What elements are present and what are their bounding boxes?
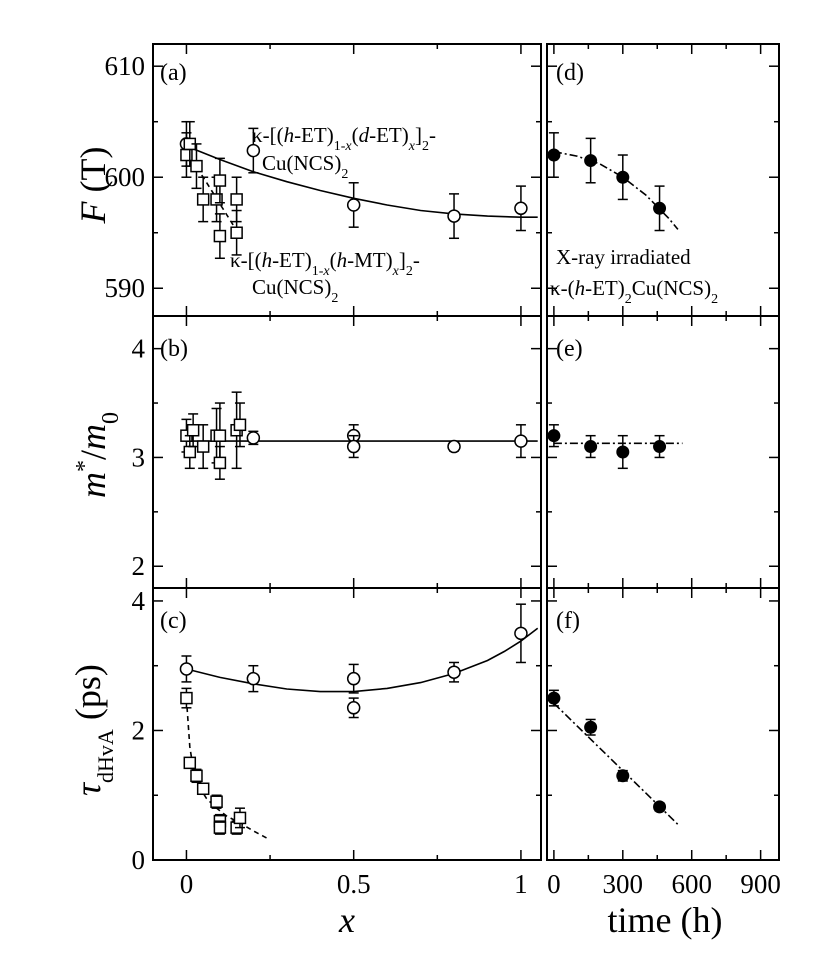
x-tick-label: 600 [671, 869, 712, 899]
panel-label-a: (a) [160, 60, 187, 86]
data-point-filled-circle [547, 691, 561, 705]
data-point-circle [346, 439, 361, 454]
data-point-square [233, 811, 247, 825]
data-point-circle [346, 198, 361, 212]
x-tick-label: 900 [740, 869, 781, 899]
x-axis-label-time: time (h) [608, 900, 723, 940]
panel-label-f: (f) [556, 608, 580, 634]
data-point-square [183, 445, 197, 459]
data-markers [179, 120, 667, 835]
data-point-square [213, 821, 227, 834]
y-tick-label: 600 [105, 162, 146, 192]
data-point-circle [246, 431, 261, 445]
data-point-filled-circle [653, 800, 667, 814]
panel-f-frame [546, 587, 780, 861]
panel-b-frame [152, 315, 542, 589]
data-point-filled-circle [616, 445, 630, 459]
fit-curve [185, 698, 268, 839]
y-axis-label-tau: τdHvA (ps) [68, 664, 118, 796]
data-point-square [196, 440, 210, 453]
data-point-circle [447, 665, 461, 679]
data-point-filled-circle [547, 429, 561, 443]
data-point-square [213, 229, 227, 243]
x-tick-label: 0.5 [337, 869, 371, 899]
annotation-d-et: κ-[(h-ET)1-x(d-ET)x]2- Cu(NCS)2 [252, 123, 441, 182]
x-tick-label: 0 [547, 869, 561, 899]
y-tick-label: 2 [132, 715, 146, 745]
data-point-square [190, 159, 203, 173]
data-point-circle [346, 701, 361, 715]
data-point-filled-circle [616, 769, 630, 783]
annotation-xray-line2: κ-(h-ET)2Cu(NCS)2 [550, 276, 718, 307]
panel-label-c: (c) [160, 608, 187, 634]
fit-curve [185, 152, 238, 231]
data-point-circle [514, 434, 528, 448]
data-point-circle [447, 209, 461, 223]
data-point-square [196, 193, 210, 206]
data-point-circle [246, 143, 261, 158]
data-point-filled-circle [547, 148, 561, 162]
data-point-square [230, 226, 243, 239]
data-point-filled-circle [616, 170, 630, 184]
data-point-square [233, 418, 247, 432]
data-point-circle [179, 662, 194, 676]
data-point-filled-circle [653, 201, 667, 215]
data-point-square [196, 782, 210, 796]
fit-curve [186, 627, 539, 693]
data-point-square [210, 795, 223, 808]
panel-c-frame [152, 587, 542, 861]
panel-label-e: (e) [556, 336, 583, 362]
data-point-circle [514, 201, 528, 216]
data-point-square [213, 174, 227, 187]
y-axis-label-mass: m*/m0 [72, 412, 124, 498]
x-tick-label: 300 [603, 869, 644, 899]
data-point-square [213, 429, 227, 442]
x-tick-label: 1 [514, 869, 528, 899]
y-tick-label: 610 [105, 51, 146, 81]
data-point-square [183, 756, 197, 770]
data-point-circle [346, 671, 361, 686]
data-point-filled-circle [584, 440, 598, 454]
data-point-filled-circle [653, 440, 667, 454]
data-point-square [230, 193, 243, 206]
y-tick-label: 3 [132, 442, 146, 472]
annotation-h-mt: κ-[(h-ET)1-x(h-MT)x]2- Cu(NCS)2 [230, 248, 425, 306]
y-tick-label: 590 [105, 273, 146, 303]
panel-label-d: (d) [556, 60, 584, 86]
x-axis-label-x: x [338, 900, 355, 940]
data-point-circle [246, 671, 261, 686]
fit-curve [186, 145, 538, 218]
data-point-filled-circle [584, 720, 598, 734]
y-tick-label: 4 [132, 586, 146, 616]
data-point-square [190, 769, 203, 783]
data-point-square [213, 456, 227, 470]
data-point-square [210, 193, 223, 206]
data-point-circle [447, 439, 461, 454]
fit-curve [553, 150, 679, 230]
data-point-square [186, 423, 200, 437]
y-tick-label: 2 [132, 551, 146, 581]
panel-label-b: (b) [160, 336, 188, 362]
data-point-circle [514, 626, 528, 641]
x-tick-label: 0 [180, 869, 194, 899]
y-axis-label-f: F (T) [73, 147, 113, 225]
y-tick-label: 0 [132, 845, 146, 875]
data-point-square [180, 691, 193, 705]
y-tick-label: 4 [132, 334, 146, 364]
annotation-xray-line1: X-ray irradiated [556, 245, 691, 269]
data-point-filled-circle [584, 154, 598, 168]
